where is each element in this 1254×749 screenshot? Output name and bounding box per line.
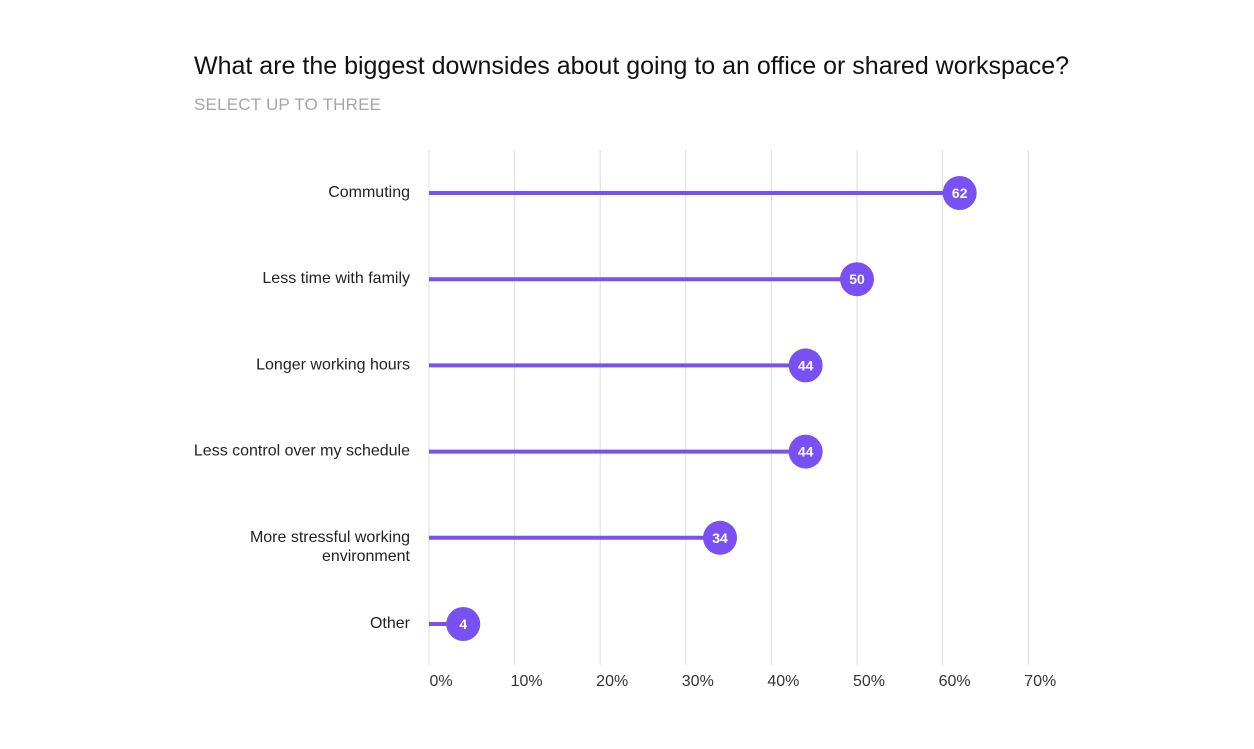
value-label: 4 [459,616,467,632]
category-label: Less control over my schedule [194,443,410,460]
x-tick-label: 40% [767,673,799,690]
value-label: 34 [712,530,728,546]
series-lollipops: 62 50 44 44 34 4 [429,176,977,641]
category-label: More stressful working [250,529,410,546]
category-label: Longer working hours [256,356,410,373]
category-label: environment [322,548,411,565]
value-label: 44 [798,444,814,460]
value-label: 50 [849,271,865,287]
x-tick-label: 0% [429,673,452,690]
x-tick-label: 70% [1024,673,1056,690]
grid-lines [429,150,1028,665]
category-labels: Commuting Less time with family Longer wor… [194,184,411,632]
value-label: 44 [798,357,814,373]
x-tick-label: 30% [682,673,714,690]
x-tick-label: 60% [939,673,971,690]
x-tick-label: 20% [596,673,628,690]
category-label: Other [370,615,411,632]
value-label: 62 [952,185,968,201]
x-axis-ticks: 0% 10% 20% 30% 40% 50% 60% 70% [429,673,1056,690]
category-label: Commuting [328,184,410,201]
x-tick-label: 10% [511,673,543,690]
x-tick-label: 50% [853,673,885,690]
category-label: Less time with family [262,270,410,287]
